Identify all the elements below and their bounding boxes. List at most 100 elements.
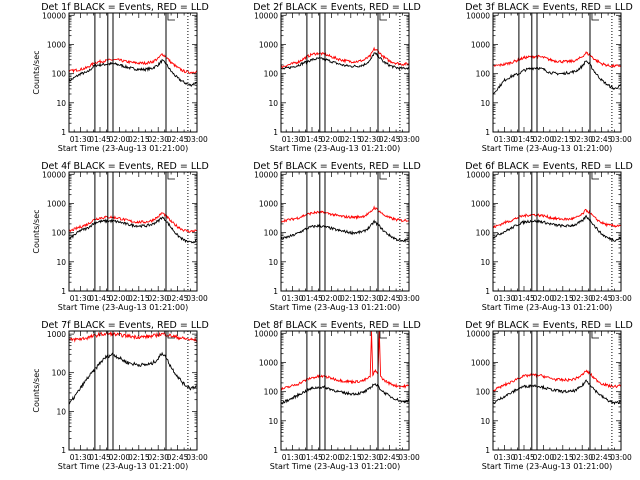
y-tick-label: 1000 bbox=[471, 200, 490, 209]
y-tick-label: 1 bbox=[273, 446, 278, 455]
events-series-line bbox=[493, 379, 621, 406]
x-tick-label: 02:30 bbox=[571, 135, 593, 144]
x-tick-label: 02:00 bbox=[109, 453, 131, 462]
series-group bbox=[493, 50, 621, 95]
marker-bracket bbox=[167, 13, 175, 21]
panel-title: Det 9f BLACK = Events, RED = LLD bbox=[465, 320, 633, 331]
panel-title: Det 2f BLACK = Events, RED = LLD bbox=[253, 2, 421, 13]
x-tick-label: 02:30 bbox=[359, 135, 381, 144]
x-tick-label: 02:45 bbox=[167, 453, 189, 462]
plot-frame bbox=[492, 12, 622, 133]
chart-panel-2: Det 2f BLACK = Events, RED = LLD 1 10 100 10… bbox=[253, 2, 421, 153]
marker-bracket bbox=[167, 331, 175, 339]
x-tick-label: 01:45 bbox=[301, 135, 323, 144]
chart-panel-5: Det 5f BLACK = Events, RED = LLD 1 10 100 10… bbox=[253, 161, 421, 312]
y-tick-label: 10 bbox=[480, 258, 490, 267]
y-tick-label: 1000 bbox=[47, 41, 66, 50]
x-tick-label: 03:00 bbox=[186, 453, 208, 462]
x-tick-label: 02:00 bbox=[109, 294, 131, 303]
lld-series-line bbox=[493, 208, 621, 229]
y-tick-label: 100 bbox=[264, 388, 279, 397]
plot-frame bbox=[68, 171, 198, 292]
x-axis-label: Start Time (23-Aug-13 01:21:00) bbox=[270, 303, 401, 312]
y-tick-label: 1000 bbox=[259, 359, 278, 368]
y-tick-label: 1 bbox=[61, 128, 66, 137]
plot-frame bbox=[68, 12, 198, 133]
x-axis-label: Start Time (23-Aug-13 01:21:00) bbox=[270, 462, 401, 471]
y-tick-label: 10000 bbox=[466, 170, 490, 179]
x-axis-label: Start Time (23-Aug-13 01:21:00) bbox=[58, 144, 189, 153]
x-tick-label: 02:15 bbox=[340, 135, 362, 144]
series-group bbox=[281, 331, 409, 405]
panel-title: Det 5f BLACK = Events, RED = LLD bbox=[253, 161, 421, 172]
x-tick-label: 03:00 bbox=[610, 294, 632, 303]
x-tick-label: 02:30 bbox=[359, 294, 381, 303]
lld-series-line bbox=[69, 212, 197, 233]
x-tick-label: 01:30 bbox=[70, 135, 92, 144]
y-axis: 1 10 100 1000 bbox=[47, 330, 197, 455]
x-tick-label: 01:45 bbox=[89, 294, 111, 303]
chart-panel-7: Det 7f BLACK = Events, RED = LLD 1 10 100 10… bbox=[32, 320, 209, 471]
x-tick-label: 02:45 bbox=[167, 135, 189, 144]
events-series-line bbox=[493, 60, 621, 95]
x-tick-label: 02:15 bbox=[552, 135, 574, 144]
x-axis-label: Start Time (23-Aug-13 01:21:00) bbox=[482, 303, 613, 312]
y-tick-label: 10000 bbox=[42, 170, 66, 179]
y-tick-label: 10000 bbox=[42, 11, 66, 20]
series-group bbox=[69, 212, 197, 244]
marker-bracket bbox=[591, 13, 599, 21]
x-tick-label: 02:30 bbox=[571, 294, 593, 303]
plot-frame bbox=[280, 12, 410, 133]
y-axis: 1 10 100 1000 10000 bbox=[254, 329, 409, 455]
x-tick-label: 02:00 bbox=[321, 135, 343, 144]
y-tick-label: 10 bbox=[480, 99, 490, 108]
y-tick-label: 10000 bbox=[466, 11, 490, 20]
x-tick-label: 02:15 bbox=[552, 294, 574, 303]
y-axis-label: Counts/sec bbox=[32, 368, 41, 412]
y-tick-label: 1 bbox=[485, 446, 490, 455]
x-tick-label: 01:30 bbox=[70, 294, 92, 303]
y-axis: 1 10 100 1000 10000 bbox=[254, 170, 409, 296]
y-tick-label: 10000 bbox=[466, 329, 490, 338]
x-tick-label: 01:30 bbox=[282, 135, 304, 144]
x-tick-label: 01:45 bbox=[513, 294, 535, 303]
series-group bbox=[493, 208, 621, 242]
events-series-line bbox=[281, 219, 409, 244]
lld-series-line bbox=[281, 331, 409, 391]
events-series-line bbox=[493, 214, 621, 242]
y-tick-label: 1000 bbox=[47, 200, 66, 209]
x-tick-label: 01:45 bbox=[89, 135, 111, 144]
marker-bracket bbox=[591, 331, 599, 339]
y-tick-label: 10000 bbox=[254, 11, 278, 20]
y-tick-label: 1000 bbox=[471, 359, 490, 368]
x-tick-label: 02:15 bbox=[128, 294, 150, 303]
x-axis-label: Start Time (23-Aug-13 01:21:00) bbox=[482, 462, 613, 471]
series-group bbox=[281, 46, 409, 71]
events-series-line bbox=[69, 58, 197, 88]
y-tick-label: 100 bbox=[52, 369, 67, 378]
x-tick-label: 02:45 bbox=[591, 135, 613, 144]
lld-series-line bbox=[493, 50, 621, 68]
x-tick-label: 03:00 bbox=[398, 135, 420, 144]
plot-frame bbox=[68, 330, 198, 451]
y-axis-label: Counts/sec bbox=[32, 50, 41, 94]
events-series-line bbox=[69, 216, 197, 244]
marker-bracket bbox=[379, 331, 387, 339]
y-tick-label: 10 bbox=[56, 407, 66, 416]
x-tick-label: 01:30 bbox=[494, 453, 516, 462]
x-tick-label: 02:00 bbox=[533, 453, 555, 462]
events-series-line bbox=[69, 351, 197, 405]
events-series-line bbox=[281, 383, 409, 405]
lld-series-line bbox=[69, 331, 197, 343]
x-tick-label: 03:00 bbox=[186, 135, 208, 144]
chart-panel-4: Det 4f BLACK = Events, RED = LLD 1 10 100 10… bbox=[32, 161, 209, 312]
panel-title: Det 6f BLACK = Events, RED = LLD bbox=[465, 161, 633, 172]
y-axis-label: Counts/sec bbox=[32, 209, 41, 253]
x-tick-label: 02:30 bbox=[147, 453, 169, 462]
plot-frame bbox=[280, 171, 410, 292]
y-tick-label: 100 bbox=[476, 388, 491, 397]
